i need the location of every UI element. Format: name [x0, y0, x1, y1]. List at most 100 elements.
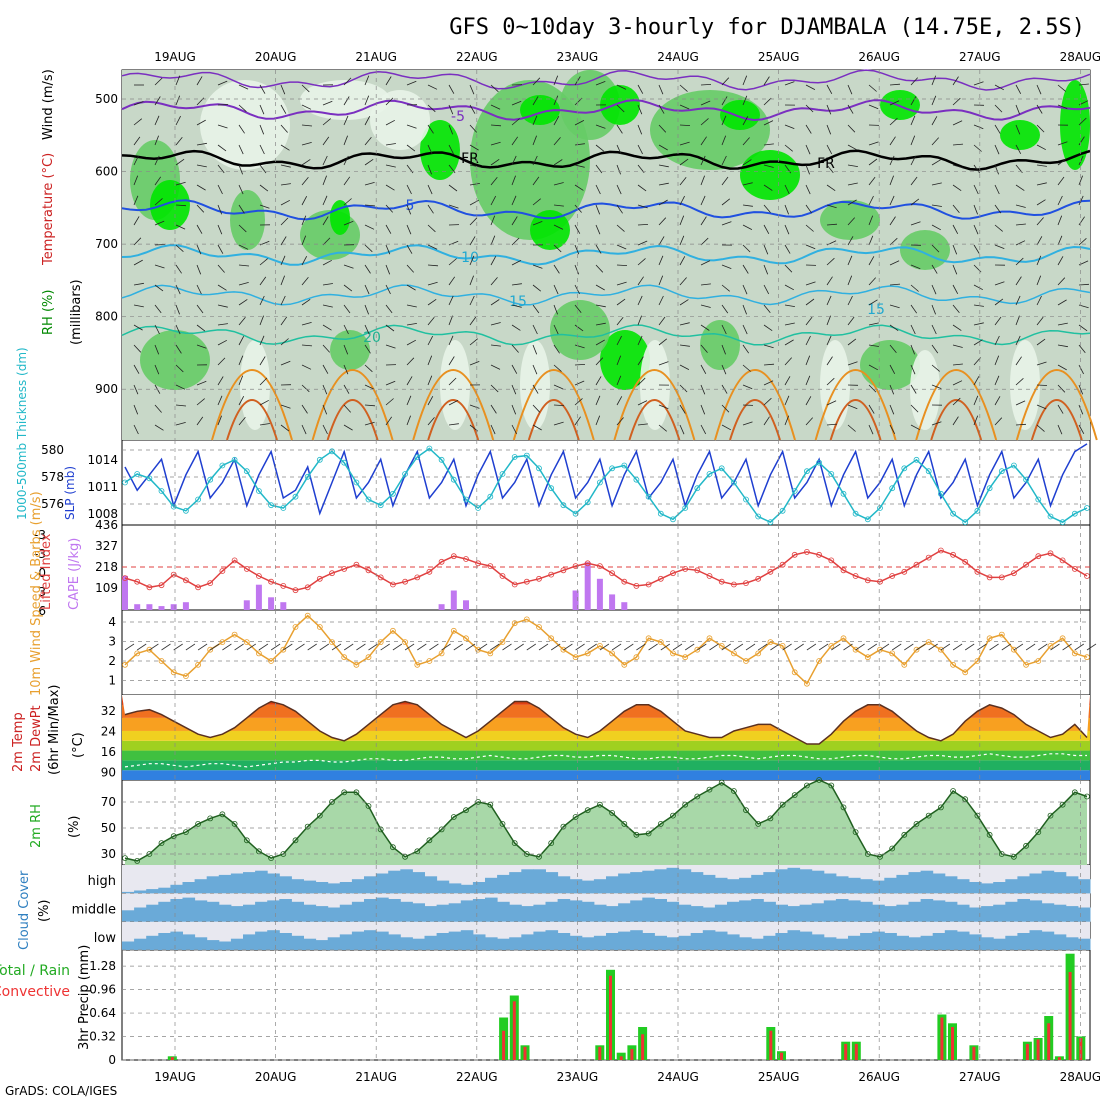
- wind-barb: [307, 643, 317, 651]
- cloud-cell: [412, 903, 425, 922]
- lifted-index-point: [268, 578, 275, 585]
- wind-barb: [1057, 364, 1067, 371]
- wind-barb: [1036, 361, 1047, 366]
- cloud-cell: [230, 938, 244, 950]
- rh2m-point: [1023, 842, 1029, 849]
- wind-barb: [259, 315, 264, 326]
- thickness-tick-label: 578: [41, 470, 64, 484]
- bottom-date-label: 27AUG: [959, 1070, 1001, 1084]
- wind-barb: [847, 404, 858, 410]
- cloud-cell: [702, 874, 716, 894]
- rh-patch: [420, 120, 460, 180]
- precip-conv-bar: [940, 1017, 944, 1060]
- cloud-cell: [702, 907, 716, 922]
- wind-barb: [616, 298, 626, 306]
- thickness-point: [609, 465, 615, 472]
- warm-contour: [326, 399, 379, 441]
- wind-barb: [133, 282, 144, 286]
- wind-barb: [1015, 257, 1024, 266]
- bottom-date-label: 19AUG: [154, 1070, 196, 1084]
- wind-speed-point: [1059, 635, 1066, 642]
- cloud-cell: [739, 937, 752, 951]
- thickness-point: [670, 516, 676, 523]
- wind-barb: [1057, 215, 1063, 226]
- wind-barb: [658, 217, 667, 226]
- wind-speed-point: [560, 646, 567, 653]
- wind-speed-point: [718, 643, 725, 649]
- wind-barb: [910, 115, 916, 126]
- wind-barb: [385, 264, 391, 275]
- top-date-label: 28AUG: [1060, 50, 1100, 64]
- wind-barb: [721, 264, 732, 269]
- wind-barb: [364, 95, 370, 106]
- wind-barb: [700, 118, 709, 126]
- thickness-point: [755, 513, 762, 520]
- cloud-cell: [1041, 903, 1055, 922]
- bottom-date-label: 20AUG: [255, 1070, 297, 1084]
- wind-barb: [511, 404, 517, 415]
- wind-barb: [1078, 195, 1084, 206]
- cloud-cell: [630, 872, 643, 894]
- wind-barb: [868, 277, 876, 286]
- wind-barb: [406, 395, 412, 406]
- wind-barb: [700, 324, 710, 331]
- cloud-cell: [267, 873, 280, 894]
- wind-barb: [301, 424, 307, 435]
- cloud-cell: [158, 933, 171, 950]
- wind-barb: [217, 415, 222, 426]
- wind-barb: [465, 643, 476, 651]
- wind-barb: [994, 124, 1001, 134]
- thickness-point: [731, 479, 737, 486]
- wind-barb: [385, 119, 395, 126]
- thickness-point: [743, 496, 749, 503]
- lifted-index-point: [255, 573, 262, 579]
- precip-conv-bar: [844, 1043, 848, 1060]
- rh-patch: [230, 190, 265, 250]
- wind-barb: [427, 335, 434, 346]
- cloud-cell: [436, 904, 450, 922]
- wind-barb: [511, 175, 516, 186]
- thickness-point: [341, 459, 348, 466]
- wind-barb: [280, 164, 291, 168]
- wind-barb: [700, 195, 706, 206]
- wind-barb: [679, 364, 690, 370]
- wind-barb: [490, 277, 498, 286]
- wind-speed-point: [938, 646, 944, 653]
- rh2m-point: [1047, 812, 1054, 819]
- rh2m-point: [450, 814, 457, 820]
- wind-barb: [196, 398, 205, 406]
- wind-barb: [217, 124, 228, 129]
- wind-barb: [259, 204, 270, 209]
- lifted-index-point: [560, 567, 567, 574]
- wind-barb: [784, 284, 794, 291]
- cloud-cell: [255, 931, 268, 950]
- wind-barb: [385, 184, 395, 191]
- rh-patch: [520, 95, 560, 125]
- wind-barb: [133, 118, 143, 126]
- wind-barb: [238, 224, 247, 233]
- cloud-cell: [642, 933, 655, 950]
- rh-patch: [440, 340, 470, 430]
- lifted-index-point: [280, 583, 287, 589]
- cloud-cell: [279, 933, 292, 950]
- wind-speed-point: [365, 654, 372, 661]
- warm-contour: [427, 399, 480, 441]
- wind-barb: [469, 295, 475, 306]
- wind-barb: [196, 416, 204, 426]
- precip-conv-bar: [512, 1001, 516, 1060]
- wind-barb: [709, 643, 719, 651]
- wind-barb: [406, 357, 415, 366]
- wind-barb: [952, 143, 964, 146]
- wind-barb: [280, 404, 291, 409]
- rh2m-point: [560, 823, 567, 830]
- wind-barb: [364, 404, 376, 407]
- wind-barb: [910, 77, 918, 86]
- wind-barb: [973, 81, 984, 86]
- cloud-cell: [243, 904, 256, 922]
- wind-barb: [490, 424, 496, 435]
- wind-barb: [616, 164, 621, 175]
- wind-barb: [406, 376, 413, 386]
- wind-barb: [904, 643, 914, 651]
- wind-barb: [826, 295, 832, 306]
- wind-barb: [469, 361, 480, 366]
